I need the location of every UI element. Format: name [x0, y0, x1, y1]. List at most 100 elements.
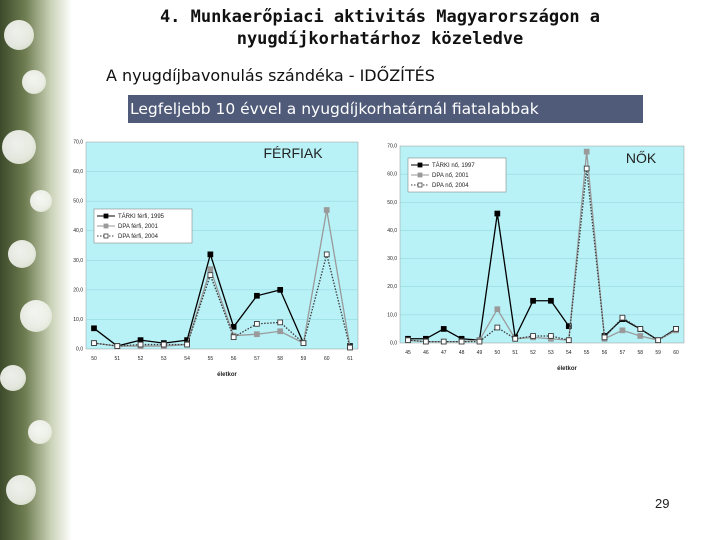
legend-swatch-marker — [417, 172, 423, 178]
x-tick-label: 52 — [530, 350, 536, 356]
data-point — [254, 292, 260, 299]
series-line-0 — [93, 252, 305, 347]
x-tick-label: 52 — [138, 356, 144, 362]
data-point — [277, 287, 284, 293]
chart-title: FÉRFIAK — [263, 145, 323, 161]
y-tick-label: 60,0 — [387, 172, 397, 178]
data-point — [583, 148, 590, 155]
x-tick-label: 57 — [620, 350, 626, 356]
y-tick-label: 30,0 — [73, 258, 83, 264]
plot-area — [85, 141, 359, 350]
x-tick-label: 61 — [347, 356, 353, 362]
blossom-decoration — [0, 0, 72, 540]
page-number: 29 — [655, 496, 670, 511]
data-point — [207, 272, 214, 278]
x-tick-label: 60 — [324, 356, 330, 362]
data-point — [277, 328, 284, 335]
data-point — [207, 251, 214, 258]
y-tick-label: 0,0 — [390, 341, 397, 347]
y-tick-label: 70,0 — [73, 140, 83, 146]
data-point — [512, 335, 519, 342]
y-tick-label: 20,0 — [73, 287, 83, 293]
series-line-0 — [408, 213, 570, 341]
y-tick-label: 60,0 — [73, 169, 83, 175]
x-tick-label: 49 — [477, 350, 483, 356]
data-point — [114, 343, 121, 349]
data-point — [184, 341, 190, 348]
chart-men: 0,0 10,0 20,0 30,0 40,0 50,0 60,0 70,0 50 51 52 53 5… — [73, 140, 359, 378]
x-tick-label: 50 — [495, 350, 501, 356]
slide-title-line1: 4. Munkaerőpiaci aktivitás Magyarországo… — [159, 7, 601, 27]
legend-label: TÁRKI férfi, 1995 — [118, 213, 165, 220]
data-point — [423, 338, 429, 345]
y-tick-label: 40,0 — [73, 228, 83, 234]
legend-label: DPA férfi, 2004 — [118, 234, 159, 240]
data-point — [530, 297, 536, 304]
y-tick-label: 50,0 — [387, 200, 397, 206]
legend-swatch-marker — [417, 182, 423, 188]
x-tick-label: 58 — [637, 350, 643, 356]
legend-label: TÁRKI nő, 1997 — [432, 162, 475, 169]
x-tick-label: 48 — [459, 350, 465, 356]
data-point — [476, 338, 483, 345]
data-point — [323, 207, 330, 213]
legend-swatch-marker — [103, 233, 109, 239]
data-point — [347, 344, 353, 351]
series-line-2 — [407, 168, 677, 343]
data-point — [300, 340, 307, 346]
data-point — [601, 334, 608, 341]
data-point — [494, 324, 501, 331]
chart-women: 0,0 10,0 20,0 30,0 40,0 50,0 60,0 70,0 45 46 47 48 4… — [387, 144, 685, 372]
highlight-banner: Legfeljebb 10 évvel a nyugdíjkorhatárnál… — [128, 95, 643, 123]
x-tick-label: 58 — [277, 356, 283, 362]
data-point — [548, 297, 554, 304]
legend-swatch-marker — [103, 213, 109, 219]
legend-swatch-marker — [103, 223, 109, 229]
data-point — [458, 338, 465, 345]
data-point — [440, 326, 447, 332]
legend-label: DPA nő, 2001 — [432, 173, 469, 179]
slide-title: 4. Munkaerőpiaci aktivitás Magyarországo… — [80, 6, 680, 50]
legend-label: DPA férfi, 2001 — [118, 224, 159, 230]
y-tick-label: 20,0 — [387, 284, 397, 290]
x-tick-label: 55 — [584, 350, 590, 356]
data-point — [565, 337, 572, 344]
data-point — [405, 337, 411, 344]
data-point — [440, 338, 447, 345]
data-point — [619, 314, 626, 321]
data-point — [619, 327, 626, 334]
x-tick-label: 50 — [91, 356, 97, 362]
x-tick-label: 46 — [423, 350, 429, 356]
data-point — [254, 331, 260, 338]
x-tick-label: 53 — [161, 356, 167, 362]
series-line-1 — [407, 151, 677, 343]
x-tick-label: 56 — [602, 350, 608, 356]
data-point — [637, 333, 644, 339]
data-point — [548, 333, 554, 339]
legend-swatch-marker — [417, 162, 423, 168]
y-tick-label: 10,0 — [73, 317, 83, 323]
x-tick-label: 60 — [673, 350, 679, 356]
y-tick-label: 0,0 — [76, 347, 83, 353]
x-tick-label: 51 — [512, 350, 518, 356]
x-tick-label: 53 — [548, 350, 554, 356]
data-point — [494, 306, 501, 313]
data-point — [673, 326, 679, 332]
data-point — [655, 337, 661, 344]
x-tick-label: 57 — [254, 356, 260, 362]
x-tick-label: 54 — [566, 350, 572, 356]
data-point — [207, 266, 214, 273]
data-point — [230, 334, 237, 341]
data-point — [494, 210, 501, 217]
data-point — [254, 321, 260, 327]
x-tick-label: 47 — [441, 350, 447, 356]
x-tick-label: 56 — [231, 356, 237, 362]
data-point — [637, 326, 644, 332]
data-point — [160, 341, 167, 348]
x-tick-label: 59 — [655, 350, 661, 356]
y-tick-label: 30,0 — [387, 256, 397, 262]
data-point — [91, 325, 97, 332]
data-point — [91, 340, 97, 346]
data-point — [530, 333, 536, 339]
series-line-2 — [93, 254, 351, 348]
